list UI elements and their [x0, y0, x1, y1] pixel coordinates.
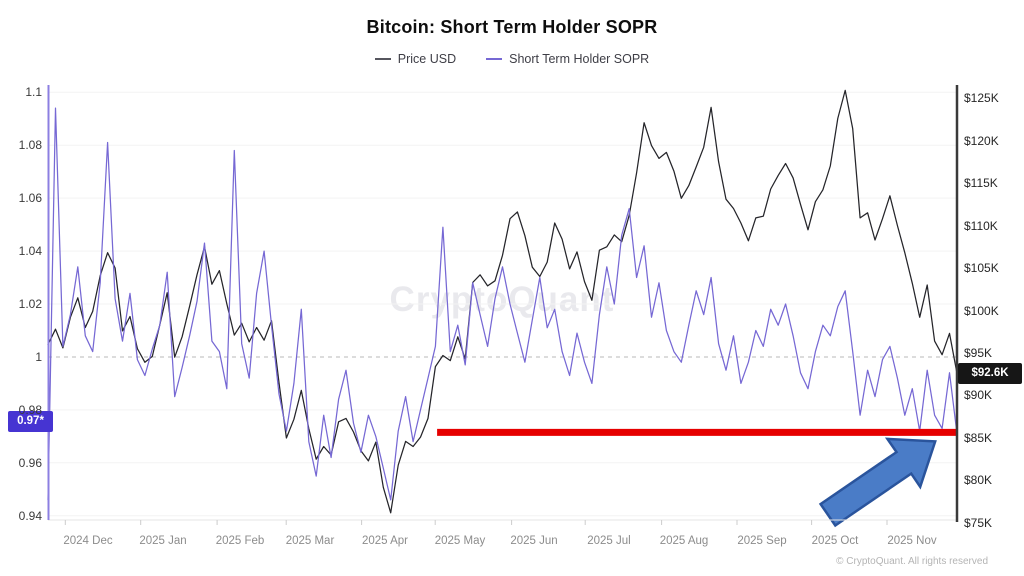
x-axis-tick-label: 2025 Jun — [510, 535, 558, 547]
sopr-axis-tick-label: 1.1 — [25, 85, 42, 99]
price-axis-tick-label: $125K — [964, 91, 999, 105]
legend: Price USD Short Term Holder SOPR — [0, 52, 1024, 66]
price-axis-tick-label: $90K — [964, 388, 993, 402]
price-line — [47, 89, 958, 514]
legend-item-price[interactable]: Price USD — [374, 52, 457, 66]
chart-plot-area — [47, 85, 959, 528]
sopr-axis-tick-label: 1.08 — [18, 138, 42, 152]
price-axis-tick-label: $105K — [964, 261, 999, 275]
x-axis-tick-label: 2025 Mar — [285, 535, 335, 547]
cryptoquant-watermark: CryptoQuant — [389, 280, 615, 319]
sopr-axis-tick-label: 1.06 — [18, 191, 42, 205]
x-axis-tick-label: 2025 Jan — [139, 535, 187, 547]
legend-item-sopr[interactable]: Short Term Holder SOPR — [486, 52, 649, 66]
sopr-axis-tick-label: 1 — [35, 350, 42, 364]
x-axis-tick-label: 2025 Aug — [659, 535, 709, 547]
copyright-footer: © CryptoQuant. All rights reserved — [836, 556, 988, 567]
x-axis-tick-label: 2025 Apr — [361, 535, 409, 547]
chart-title: Bitcoin: Short Term Holder SOPR — [366, 17, 658, 37]
x-axis-tick-label: 2025 Oct — [811, 535, 859, 547]
price-axis-tick-label: $110K — [964, 219, 998, 233]
sopr-current-badge: 0.97* — [8, 411, 53, 432]
price-legend-dash-icon — [374, 58, 391, 60]
x-axis-tick-label: 2024 Dec — [63, 535, 113, 547]
sopr-axis-tick-label: 1.02 — [18, 297, 42, 311]
legend-label-price: Price USD — [397, 52, 457, 66]
sopr-legend-dash-icon — [486, 58, 503, 60]
x-axis-tick-label: 2025 May — [434, 535, 486, 547]
price-current-badge: $92.6K — [958, 363, 1022, 384]
price-axis-tick-label: $120K — [964, 134, 999, 148]
price-axis-tick-label: $85K — [964, 431, 993, 445]
x-axis-tick-label: 2025 Jul — [587, 535, 631, 547]
blue-arrow — [818, 437, 937, 528]
sopr-axis-tick-label: 1.04 — [18, 244, 42, 258]
price-axis-tick-label: $80K — [964, 473, 993, 487]
sopr-axis-tick-label: 0.96 — [18, 456, 42, 470]
x-axis-tick-label: 2025 Sep — [737, 535, 787, 547]
price-axis-tick-label: $95K — [964, 346, 993, 360]
legend-label-sopr: Short Term Holder SOPR — [509, 52, 650, 66]
price-axis-tick-label: $75K — [964, 516, 993, 530]
price-axis-tick-label: $100K — [964, 304, 999, 318]
sopr-axis-tick-label: 0.98 — [18, 403, 42, 417]
sopr-line — [47, 107, 958, 501]
x-axis-tick-label: 2025 Nov — [887, 535, 937, 547]
price-axis-tick-label: $115K — [964, 176, 998, 190]
x-axis-tick-label: 2025 Feb — [215, 535, 265, 547]
sopr-axis-tick-label: 0.94 — [18, 509, 42, 523]
